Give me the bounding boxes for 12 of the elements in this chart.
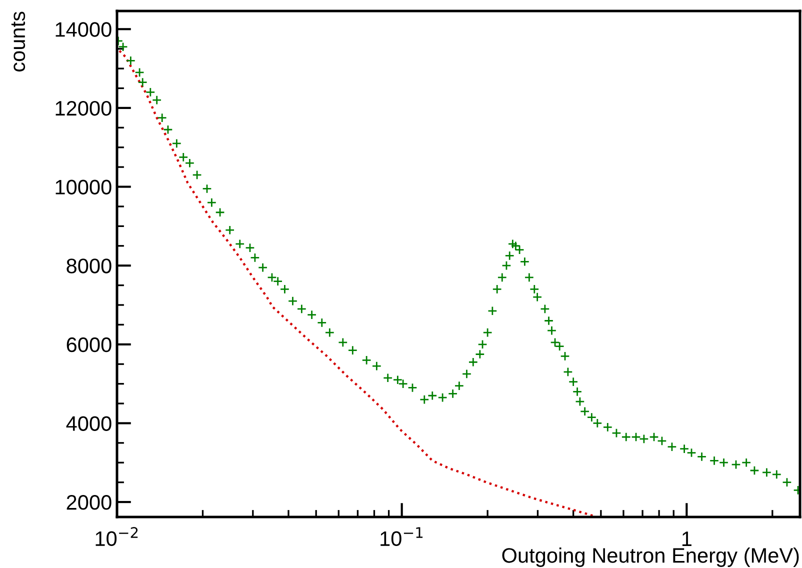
y-tick-label: 14000 bbox=[56, 22, 112, 37]
y-tick-label: 12000 bbox=[56, 100, 112, 116]
y-tick-label: 10000 bbox=[56, 180, 112, 195]
x-tick-label: 1 bbox=[682, 532, 692, 546]
x-tick-label: 10$^{−2}$ bbox=[96, 527, 138, 546]
y-tick-label: 4000 bbox=[66, 416, 112, 431]
x-tick-label: 10$^{−1}$ bbox=[380, 527, 423, 546]
x-axis-title: Outgoing Neutron Energy (MeV) bbox=[502, 548, 799, 567]
y-tick-label: 8000 bbox=[66, 258, 112, 274]
y-axis-title: counts bbox=[11, 12, 26, 72]
y-tick-label: 2000 bbox=[66, 495, 112, 510]
y-tick-label: 6000 bbox=[66, 337, 112, 352]
